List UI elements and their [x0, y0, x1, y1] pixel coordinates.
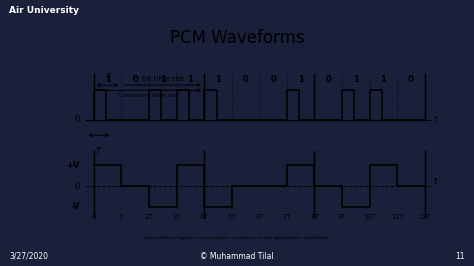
Text: 7T: 7T: [283, 214, 291, 220]
Text: 9T: 9T: [338, 214, 346, 220]
Text: T: T: [119, 214, 123, 220]
Text: t: t: [433, 177, 436, 186]
Text: 12T: 12T: [419, 214, 431, 220]
Text: 0: 0: [132, 75, 138, 84]
Text: 1: 1: [215, 75, 221, 84]
Text: 5T: 5T: [228, 214, 236, 220]
Text: 0: 0: [91, 214, 96, 220]
Text: 1: 1: [298, 75, 303, 84]
Text: 6T: 6T: [255, 214, 264, 220]
Text: 0: 0: [243, 75, 248, 84]
Text: 0: 0: [325, 75, 331, 84]
Text: 0: 0: [270, 75, 276, 84]
Text: 0: 0: [75, 181, 80, 190]
Text: -V: -V: [71, 202, 80, 211]
Text: Air University: Air University: [9, 6, 80, 15]
Text: 1: 1: [381, 75, 386, 84]
Text: 8T: 8T: [310, 214, 319, 220]
Text: T': T': [95, 147, 102, 156]
Text: 11: 11: [455, 252, 465, 260]
Text: 0: 0: [75, 115, 80, 124]
Text: Bit time slot: Bit time slot: [142, 76, 184, 82]
Text: 2T: 2T: [145, 214, 153, 220]
Text: Bernard Sklar, Digital Communications: Fundamentals and Applications, 2nd Editio: Bernard Sklar, Digital Communications: F…: [145, 236, 329, 240]
Text: 3T: 3T: [173, 214, 181, 220]
Text: Codeword time slot: Codeword time slot: [118, 93, 180, 98]
Text: 0: 0: [408, 75, 414, 84]
Text: 1: 1: [187, 75, 193, 84]
Text: 10T: 10T: [364, 214, 376, 220]
Text: T: T: [105, 73, 110, 82]
Text: 1: 1: [160, 75, 166, 84]
Text: 1: 1: [353, 75, 359, 84]
Text: © Muhammad Tilal: © Muhammad Tilal: [200, 252, 274, 260]
Text: PCM Waveforms: PCM Waveforms: [170, 29, 304, 47]
Text: 4T: 4T: [200, 214, 208, 220]
Text: 1: 1: [105, 75, 110, 84]
Text: +V: +V: [66, 161, 80, 170]
Text: 3/27/2020: 3/27/2020: [9, 252, 48, 260]
Text: t: t: [433, 115, 436, 124]
Text: 11T: 11T: [391, 214, 403, 220]
